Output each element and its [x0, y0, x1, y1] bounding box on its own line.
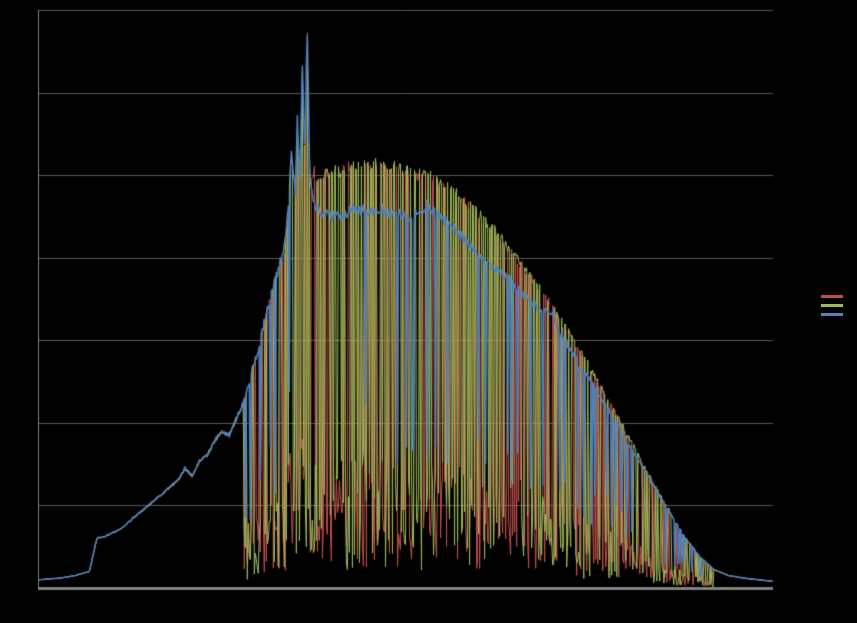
legend-swatch-3 [821, 313, 843, 316]
legend-item-2 [821, 304, 849, 307]
legend-swatch-1 [821, 295, 843, 298]
chart-container [0, 0, 857, 623]
line-chart-canvas [0, 0, 857, 623]
legend-item-1 [821, 295, 849, 298]
legend [821, 295, 849, 316]
legend-swatch-2 [821, 304, 843, 307]
legend-item-3 [821, 313, 849, 316]
